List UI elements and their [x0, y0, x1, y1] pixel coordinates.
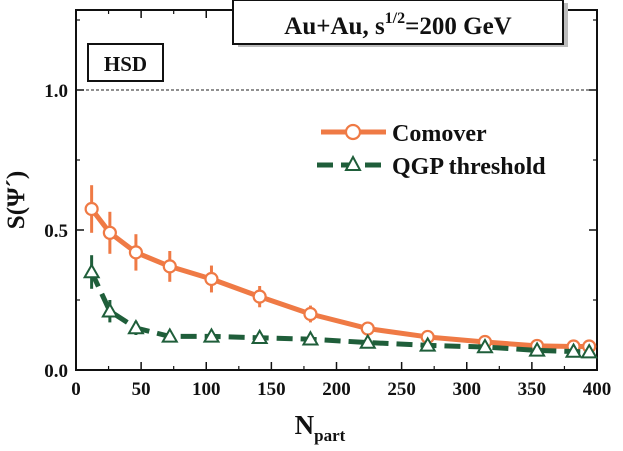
legend-item-qgp-threshold: QGP threshold: [317, 154, 546, 180]
model-label: HSD: [104, 52, 147, 76]
legend-label-comover: Comover: [392, 121, 487, 147]
x-axis-label-subscript: part: [314, 426, 346, 445]
x-tick-label: 300: [453, 379, 482, 400]
data-point: [128, 245, 144, 260]
data-point: [580, 343, 598, 359]
legend-label-qgp-threshold: QGP threshold: [392, 154, 546, 180]
data-point: [360, 321, 375, 336]
legend-item-comover: Comover: [321, 121, 487, 147]
series-qgp-threshold: [82, 255, 598, 359]
data-point: [202, 327, 221, 343]
y-axis-label: S(Ψ´): [3, 171, 30, 229]
data-point: [101, 302, 119, 318]
x-tick-label: 250: [387, 379, 416, 400]
legend: Comover QGP threshold: [317, 121, 546, 180]
x-tick-label: 0: [71, 379, 81, 400]
x-tick-label: 100: [192, 379, 221, 400]
data-point: [84, 201, 99, 217]
collision-title: Au+Au, s1/2=200 GeV: [284, 10, 511, 40]
y-tick-label: 0.0: [44, 361, 68, 382]
series-comover: [84, 185, 597, 354]
data-point: [252, 289, 267, 304]
data-point: [162, 259, 177, 274]
x-axis-label: Npart: [295, 410, 346, 445]
data-point: [564, 342, 583, 358]
data-point: [82, 262, 101, 279]
collision-title-superscript: 1/2: [385, 10, 405, 27]
data-point: [476, 338, 494, 354]
data-point: [528, 341, 546, 357]
collision-title-suffix: =200 GeV: [405, 13, 512, 40]
data-point: [204, 271, 219, 287]
data-point: [418, 336, 437, 352]
series-layer: [82, 185, 598, 359]
model-label-box: HSD: [87, 43, 164, 82]
legend-marker-comover: [344, 123, 362, 141]
data-point: [303, 306, 318, 322]
x-tick-label: 50: [132, 379, 151, 400]
x-tick-label: 400: [583, 379, 612, 400]
data-point: [127, 318, 145, 335]
x-axis-label-main: N: [295, 410, 315, 440]
title-box: Au+Au, s1/2=200 GeV: [232, 0, 568, 47]
data-point: [359, 333, 377, 349]
data-point: [250, 328, 269, 345]
series-line-comover: [89, 207, 590, 349]
y-tick-label: 1.0: [44, 81, 68, 102]
data-point: [161, 327, 179, 343]
x-tick-label: 350: [518, 379, 547, 400]
data-point: [301, 330, 320, 346]
x-tick-label: 200: [322, 379, 351, 400]
legend-marker-qgp-threshold: [344, 154, 362, 171]
data-point: [102, 225, 117, 240]
x-tick-label: 150: [257, 379, 286, 400]
y-tick-label: 0.5: [44, 221, 68, 242]
collision-title-prefix: Au+Au, s: [284, 13, 385, 40]
